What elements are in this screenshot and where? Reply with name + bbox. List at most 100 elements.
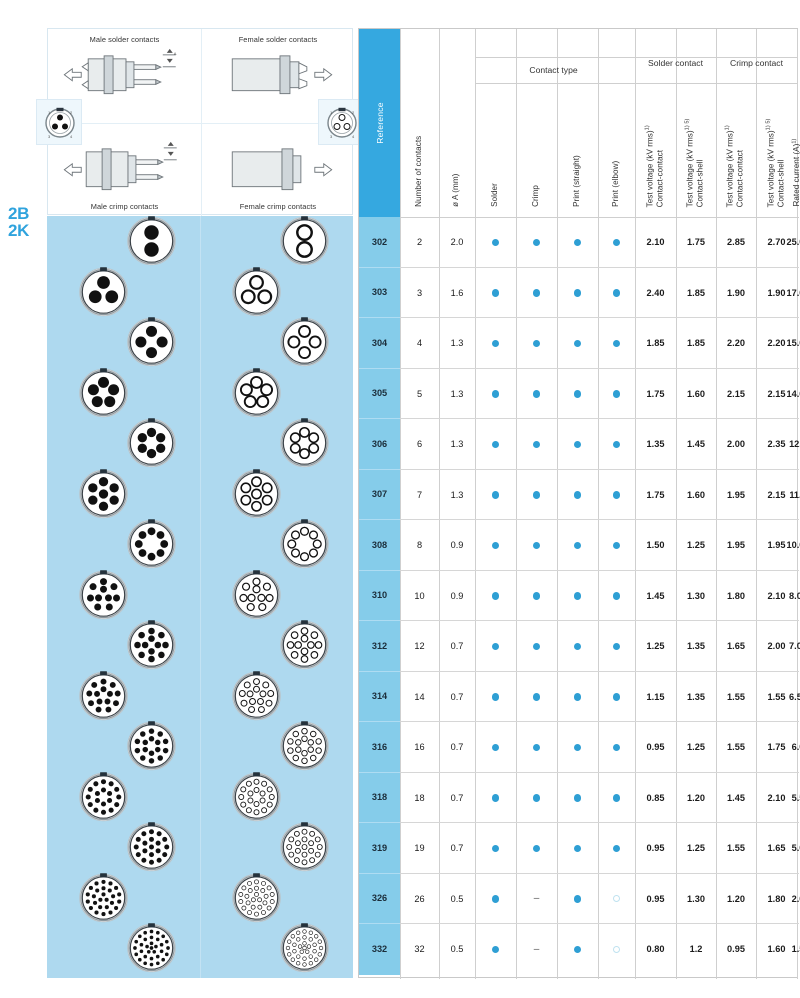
cell-solder-contact-contact: 2.40 bbox=[646, 287, 665, 298]
reference-cell: 310 bbox=[359, 570, 400, 621]
cell-crimp-contact-contact: 1.90 bbox=[727, 287, 745, 298]
cell-crimp-contact-contact: 1.80 bbox=[727, 590, 745, 601]
availability-dot bbox=[573, 844, 582, 852]
cell-solder-contact-contact: 0.95 bbox=[646, 742, 665, 753]
table-row: 19 0.7 0.95 1.25 1.55 1.65 5.0 bbox=[400, 823, 800, 874]
female-pinout-304 bbox=[280, 317, 329, 367]
specification-table: Reference Contact type Solder contact Cr… bbox=[358, 28, 800, 979]
column-header-contact-type-print-straight: Print (straight) bbox=[572, 155, 582, 207]
cell-rated-current: 5.5 bbox=[791, 792, 800, 803]
cell-diameter-a: 1.3 bbox=[450, 388, 464, 399]
cell-solder-contact-shell: 1.20 bbox=[687, 792, 705, 803]
male-pinout-304 bbox=[127, 317, 176, 367]
female-pinout-307 bbox=[232, 468, 281, 518]
series-tag-line-1: 2B bbox=[8, 204, 30, 223]
availability-dot bbox=[573, 390, 582, 398]
cell-contact-type-solder bbox=[475, 268, 516, 319]
availability-dot bbox=[532, 541, 541, 549]
availability-dot bbox=[491, 289, 500, 297]
column-header-crimp-contact-contact: Test voltage (kV rms)1) Contact-contact bbox=[725, 125, 745, 207]
cell-rated-current: 15.03) bbox=[786, 338, 800, 349]
header-line: Test voltage (kV rms)1) 5) bbox=[765, 118, 775, 207]
cell-number-of-contacts: 26 bbox=[414, 893, 425, 904]
cell-diameter-a: 0.7 bbox=[450, 792, 464, 803]
male-pinout-316 bbox=[127, 721, 176, 771]
availability-dot bbox=[612, 844, 621, 852]
female-connector-diagram bbox=[278, 922, 331, 975]
cell-contact-type-solder bbox=[475, 571, 516, 622]
cell-contact-type-print-straight bbox=[557, 470, 598, 521]
cell-crimp-contact-shell: 2.00 bbox=[767, 641, 786, 652]
cell-contact-type-print-straight bbox=[557, 217, 598, 268]
header-line: Rated current (A)1) bbox=[791, 138, 800, 207]
reference-cell: 314 bbox=[359, 671, 400, 722]
column-header-reference: Reference bbox=[359, 29, 400, 217]
header-line: Solder bbox=[489, 183, 499, 207]
cell-contact-type-print-straight bbox=[557, 419, 598, 470]
cell-contact-type-solder bbox=[475, 773, 516, 824]
male-pinout-318 bbox=[79, 771, 128, 821]
male-connector-diagram bbox=[125, 821, 178, 874]
column-header-contact-type-solder: Solder bbox=[490, 183, 500, 207]
column-separator-5 bbox=[598, 29, 599, 979]
availability-dot bbox=[532, 844, 541, 852]
cell-crimp-contact-shell: 2.20 bbox=[767, 338, 786, 349]
female-connector-diagram bbox=[230, 871, 283, 924]
male-pinout-312 bbox=[127, 620, 176, 670]
availability-dot bbox=[573, 794, 582, 802]
availability-dot bbox=[491, 339, 500, 347]
cell-solder-contact-contact: 1.35 bbox=[646, 439, 665, 450]
footnote-marker: 1) 5) bbox=[765, 118, 772, 130]
availability-dot bbox=[491, 390, 500, 398]
cell-crimp-contact-contact: 1.20 bbox=[727, 893, 745, 904]
cell-rated-current: 14.03) bbox=[786, 388, 800, 399]
header-line: Crimp bbox=[530, 185, 540, 207]
reference-cell: 305 bbox=[359, 368, 400, 419]
cell-contact-type-print-elbow bbox=[598, 823, 635, 874]
availability-dot bbox=[532, 339, 541, 347]
cell-solder-contact-contact: 0.85 bbox=[646, 792, 665, 803]
reference-cell: 308 bbox=[359, 520, 400, 571]
svg-text:3: 3 bbox=[330, 134, 333, 139]
availability-dot bbox=[573, 238, 582, 246]
reference-cell: 307 bbox=[359, 469, 400, 520]
connector-diagram-row bbox=[47, 569, 353, 621]
cell-solder-contact-shell: 1.25 bbox=[687, 742, 705, 753]
availability-dot bbox=[573, 541, 582, 549]
female-pinout-312 bbox=[280, 620, 329, 670]
cell-number-of-contacts: 19 bbox=[414, 843, 425, 854]
group-header-solder-contact: Solder contact bbox=[648, 58, 703, 68]
cell-crimp-contact-contact: 2.20 bbox=[727, 338, 745, 349]
illustration-male-crimp: Male crimp contacts bbox=[48, 122, 201, 217]
column-separator-7 bbox=[676, 29, 677, 979]
cell-crimp-contact-contact: 1.95 bbox=[727, 540, 745, 551]
cell-contact-type-crimp bbox=[516, 217, 557, 268]
male-pinout-306 bbox=[127, 418, 176, 468]
availability-dot bbox=[612, 390, 621, 398]
cell-solder-contact-contact: 1.25 bbox=[646, 641, 665, 652]
cell-contact-type-print-elbow bbox=[598, 217, 635, 268]
reference-cell: 312 bbox=[359, 621, 400, 672]
cell-solder-contact-shell: 1.60 bbox=[687, 489, 705, 500]
availability-dot bbox=[532, 642, 541, 650]
series-tag: 2B 2K bbox=[8, 203, 46, 261]
availability-dot bbox=[612, 289, 621, 297]
cell-crimp-contact-shell: 2.15 bbox=[767, 489, 786, 500]
reference-cell: 332 bbox=[359, 924, 400, 975]
cell-contact-type-crimp: – bbox=[516, 924, 557, 975]
reference-cell: 304 bbox=[359, 318, 400, 369]
connector-diagram-row bbox=[47, 519, 353, 570]
male-connector-diagram bbox=[77, 366, 130, 419]
availability-dot bbox=[491, 491, 500, 499]
availability-dot-unavailable bbox=[613, 895, 620, 903]
availability-dot bbox=[612, 491, 621, 499]
availability-dot bbox=[612, 642, 621, 650]
availability-dash: – bbox=[533, 943, 540, 955]
header-line: Contact-contact bbox=[735, 149, 745, 207]
availability-dot bbox=[491, 743, 500, 751]
connector-diagram-row bbox=[47, 822, 353, 873]
availability-dot bbox=[573, 289, 582, 297]
